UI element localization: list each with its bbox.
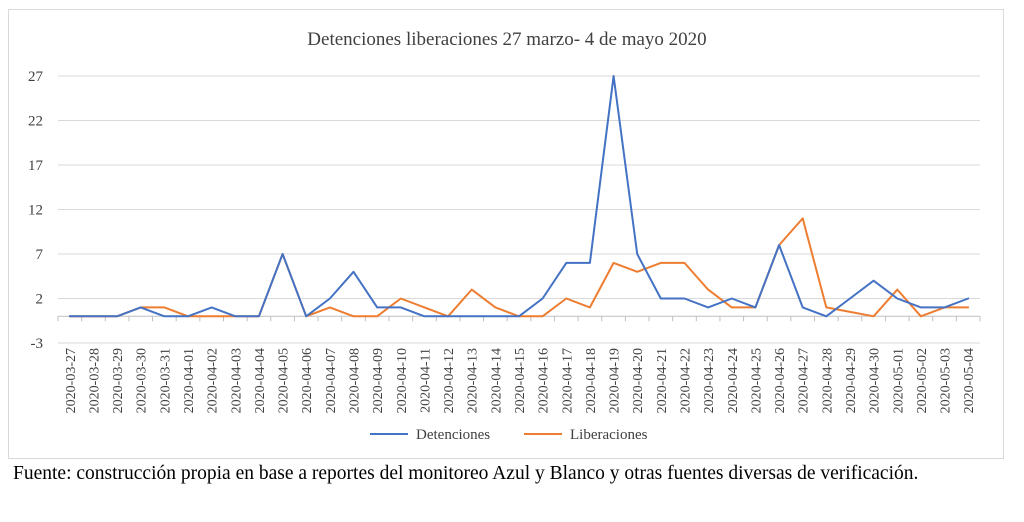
x-tick-label: 2020-03-29 (111, 348, 126, 413)
legend-label-liberaciones: Liberaciones (570, 427, 648, 443)
x-tick-label: 2020-05-03 (939, 348, 954, 413)
x-tick-label: 2020-04-03 (229, 348, 244, 413)
x-tick-label: 2020-04-29 (844, 348, 859, 413)
x-tick-label: 2020-03-31 (158, 348, 173, 413)
legend-label-detenciones: Detenciones (416, 427, 490, 443)
x-tick-label: 2020-04-25 (749, 348, 764, 413)
x-tick-label: 2020-04-15 (513, 348, 528, 413)
x-tick-label: 2020-04-22 (678, 348, 693, 413)
legend: Detenciones Liberaciones (370, 427, 648, 443)
y-tick-label: 27 (28, 69, 44, 85)
x-tick-label: 2020-05-02 (915, 348, 930, 413)
chart-title: Detenciones liberaciones 27 marzo- 4 de … (307, 29, 706, 50)
y-tick-label: 17 (28, 158, 44, 174)
x-axis-ticks: 2020-03-27 2020-03-28 2020-03-29 2020-03-30… (57, 316, 981, 413)
series-lines (68, 75, 970, 318)
series-line-liberaciones (68, 217, 970, 318)
y-tick-label: -3 (31, 336, 44, 352)
x-tick-label: 2020-04-28 (820, 348, 835, 413)
chart-frame (8, 9, 1004, 459)
x-tick-label: 2020-04-09 (371, 348, 386, 413)
x-tick-label: 2020-04-19 (608, 348, 623, 413)
x-tick-label: 2020-03-28 (87, 348, 102, 413)
x-tick-label: 2020-04-04 (253, 348, 268, 413)
x-tick-label: 2020-04-17 (560, 348, 575, 413)
y-tick-label: 22 (28, 114, 43, 130)
y-tick-label: 12 (28, 203, 43, 219)
figure-caption: Fuente: construcción propia en base a re… (13, 463, 919, 484)
x-tick-label: 2020-04-01 (182, 348, 197, 413)
line-chart: Detenciones liberaciones 27 marzo- 4 de … (28, 29, 981, 443)
x-tick-label: 2020-04-16 (537, 348, 552, 413)
x-tick-label: 2020-04-26 (773, 348, 788, 413)
series-line-detenciones (68, 75, 970, 318)
x-tick-label: 2020-04-07 (324, 348, 339, 413)
x-tick-label: 2020-04-30 (868, 348, 883, 413)
x-tick-label: 2020-03-27 (64, 348, 79, 413)
y-tick-label: 2 (36, 292, 44, 308)
x-tick-label: 2020-05-04 (962, 348, 977, 413)
x-tick-label: 2020-04-24 (726, 348, 741, 413)
x-tick-label: 2020-04-13 (466, 348, 481, 413)
x-tick-label: 2020-04-10 (395, 348, 410, 413)
x-tick-label: 2020-04-02 (206, 348, 221, 413)
x-tick-label: 2020-04-23 (702, 348, 717, 413)
gridlines (58, 75, 980, 344)
x-tick-label: 2020-04-06 (300, 348, 315, 413)
y-tick-label: 7 (36, 247, 44, 263)
x-tick-label: 2020-04-08 (348, 348, 363, 413)
x-tick-label: 2020-04-27 (797, 348, 812, 413)
x-tick-label: 2020-03-30 (135, 348, 150, 413)
x-tick-label: 2020-04-14 (489, 348, 504, 413)
x-tick-label: 2020-04-12 (442, 348, 457, 413)
x-tick-label: 2020-05-01 (891, 348, 906, 413)
x-tick-label: 2020-04-05 (277, 348, 292, 413)
x-tick-label: 2020-04-18 (584, 348, 599, 413)
x-tick-label: 2020-04-21 (655, 348, 670, 413)
x-tick-label: 2020-04-11 (418, 348, 433, 413)
x-tick-label: 2020-04-20 (631, 348, 646, 413)
